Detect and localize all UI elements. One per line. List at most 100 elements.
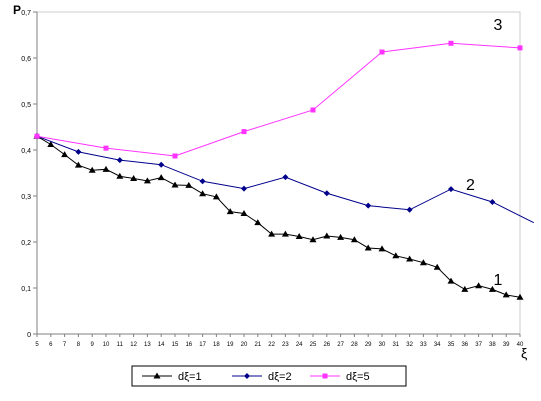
series-1-point (47, 140, 55, 147)
series-1-point (240, 209, 248, 216)
x-tick-label: 9 (91, 342, 95, 348)
y-axis-label: P (13, 3, 21, 17)
x-tick-label: 24 (296, 342, 303, 348)
series-2-point (75, 148, 82, 155)
legend-label: dξ=1 (178, 371, 202, 383)
legend-label: dξ=5 (346, 371, 370, 383)
x-axis-label: ξ (521, 345, 527, 361)
legend-marker (322, 373, 328, 379)
legend-item-1: dξ=1 (142, 371, 202, 383)
x-tick-label: 33 (420, 342, 427, 348)
curve-label-3: 3 (494, 17, 503, 34)
y-tick-label: 0 (27, 332, 31, 339)
series-1-point (130, 175, 138, 182)
x-tick-label: 11 (117, 342, 124, 348)
series-1-point (309, 236, 317, 243)
y-tick-label: 0,6 (21, 56, 31, 63)
x-tick-label: 23 (282, 342, 289, 348)
series-1-line (36, 135, 521, 298)
series-1-point (406, 255, 414, 262)
x-tick-label: 12 (130, 342, 137, 348)
series-1-point (295, 232, 303, 239)
legend-label: dξ=2 (268, 371, 292, 383)
x-tick-label: 35 (448, 342, 455, 348)
series-2-point (448, 186, 454, 193)
x-tick-label: 40 (517, 342, 524, 348)
x-tick-label: 25 (310, 342, 317, 348)
series-1-point (226, 208, 234, 215)
x-tick-label: 8 (77, 342, 81, 348)
x-tick-label: 39 (503, 342, 510, 348)
x-ticks: 5 6 7 8 9 10 11 12 13 14 15 16 17 18 19 20 21 22 23 24 25 26 2… (35, 334, 524, 348)
x-tick-label: 37 (475, 342, 482, 348)
legend-item-3: dξ=5 (310, 371, 370, 383)
x-tick-label: 34 (434, 342, 441, 348)
x-tick-label: 29 (365, 342, 372, 348)
series-1-point (116, 172, 124, 179)
series-1-point (88, 166, 96, 173)
series-2-point (116, 157, 123, 164)
legend-marker (244, 373, 250, 379)
series-3-point (448, 40, 454, 46)
legend-item-2: dξ=2 (232, 371, 292, 383)
curve-label-2: 2 (466, 177, 475, 194)
y-tick-label: 0,3 (21, 194, 31, 201)
series-3-point (517, 45, 523, 51)
legend: dξ=1 dξ=2 dξ=5 (131, 365, 407, 387)
y-tick-label: 0,7 (21, 10, 31, 17)
x-tick-label: 10 (103, 342, 110, 348)
x-tick-label: 18 (213, 342, 220, 348)
series-1 (33, 132, 524, 300)
series-1-point (254, 219, 262, 226)
series-2-point (489, 198, 496, 205)
x-tick-label: 22 (268, 342, 275, 348)
series-2-point (241, 185, 247, 192)
series-1-point (337, 233, 345, 240)
y-tick-label: 0,1 (21, 286, 31, 293)
plot-frame (36, 11, 521, 335)
series-1-point (102, 165, 110, 172)
series-2-point (282, 174, 289, 181)
x-tick-label: 31 (392, 342, 399, 348)
series-1-point (447, 277, 455, 284)
series-1-point (433, 263, 441, 270)
series-2-point (158, 161, 165, 168)
series-1-point (378, 245, 386, 252)
x-tick-label: 28 (351, 342, 358, 348)
y-ticks: 0 0,1 0,2 0,3 0,4 0,5 0,6 0,7 (21, 10, 37, 339)
x-tick-label: 30 (379, 342, 386, 348)
series-1-point (502, 291, 510, 298)
x-tick-label: 27 (337, 342, 344, 348)
series-2-point (365, 202, 372, 209)
x-tick-label: 17 (199, 342, 206, 348)
series-2-point (323, 190, 330, 197)
series-1-point (475, 282, 483, 289)
series-1-point (461, 285, 469, 292)
y-tick-label: 0,2 (21, 240, 31, 247)
legend-box (131, 365, 407, 387)
series-1-point (74, 161, 82, 168)
x-tick-label: 38 (489, 342, 496, 348)
series-1-point (199, 190, 207, 197)
series-3-point (34, 133, 40, 139)
y-tick-label: 0,5 (21, 102, 31, 109)
series-1-point (268, 230, 276, 237)
x-tick-label: 16 (185, 342, 192, 348)
x-tick-label: 26 (323, 342, 330, 348)
y-tick-label: 0,4 (21, 148, 31, 155)
series-3-point (310, 107, 316, 113)
series-2-point (199, 178, 206, 185)
x-tick-label: 14 (158, 342, 165, 348)
series-1-point (157, 174, 165, 181)
series-3 (34, 40, 523, 159)
x-tick-label: 21 (254, 342, 261, 348)
series-3-line (36, 42, 521, 157)
series-1-point (350, 236, 358, 243)
series-1-point (61, 151, 69, 158)
x-tick-label: 36 (461, 342, 468, 348)
series-1-point (323, 232, 331, 239)
x-tick-label: 6 (49, 342, 53, 348)
series-1-point (143, 177, 151, 184)
series-1-point (488, 285, 496, 292)
series-3-point (103, 145, 109, 151)
